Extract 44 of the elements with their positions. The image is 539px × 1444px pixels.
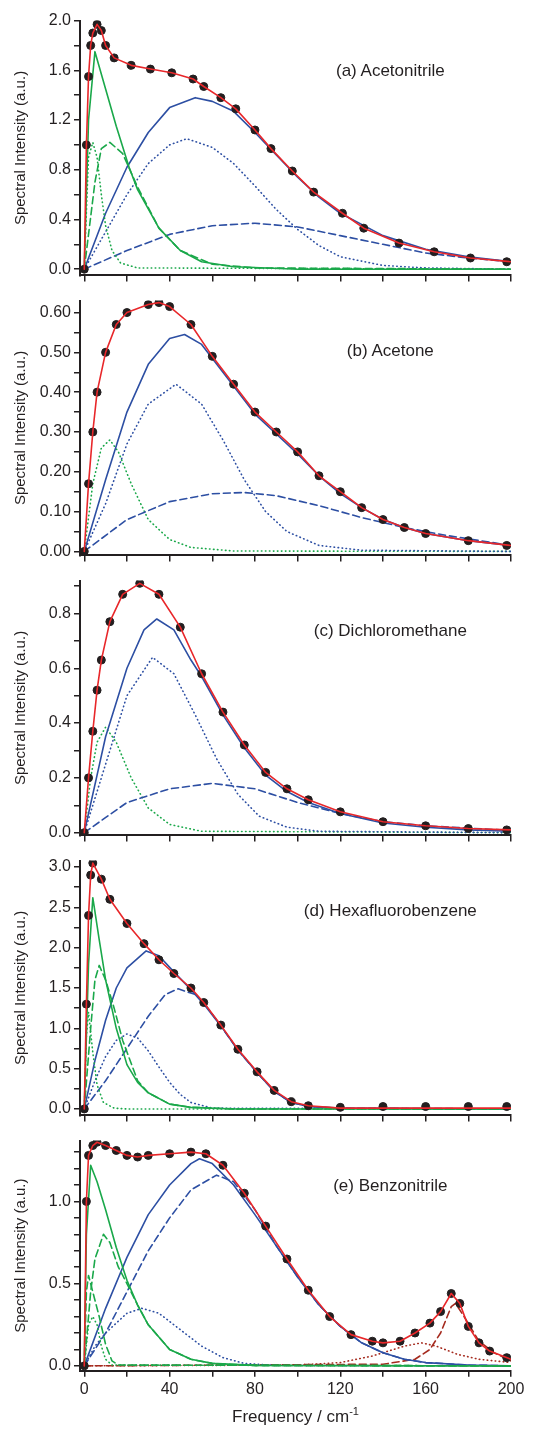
- y-tick-label: 1.0: [48, 1018, 72, 1036]
- annotation: (a) Acetonitrile: [335, 61, 445, 81]
- y-tick-label: 0.30: [39, 422, 72, 440]
- y-tick-label: 1.0: [48, 1191, 72, 1209]
- y-axis-title: Spectral Intensity (a.u.): [11, 1178, 29, 1333]
- x-tick-label: 200: [497, 1379, 525, 1397]
- y-tick-label: 1.2: [48, 110, 72, 128]
- y-tick-label: 3.0: [48, 857, 72, 875]
- y-tick-label: 0.6: [48, 658, 72, 676]
- y-tick-label: 0.2: [48, 768, 72, 786]
- y-tick-label: 2.0: [48, 938, 72, 956]
- x-tick-label: 0: [79, 1379, 89, 1397]
- y-axis-title: Spectral Intensity (a.u.): [11, 70, 29, 226]
- y-axis-title: Spectral Intensity (a.u.): [11, 910, 29, 1066]
- annotation: (d) Hexafluorobenzene: [303, 901, 477, 921]
- annotation: (c) Dichloromethane: [313, 621, 467, 641]
- y-tick-label: 0.50: [39, 342, 72, 360]
- y-tick-label: 0.0: [48, 259, 72, 277]
- y-tick-label: 0.4: [48, 209, 72, 227]
- x-tick-label: 80: [246, 1379, 264, 1397]
- y-tick-label: 0.4: [48, 713, 72, 731]
- y-tick-label: 0.10: [39, 502, 72, 520]
- y-tick-label: 0.0: [48, 1356, 72, 1374]
- y-tick-label: 0.8: [48, 603, 72, 621]
- annotation: (b) Acetone: [346, 341, 434, 361]
- y-tick-label: 0.40: [39, 382, 72, 400]
- x-tick-label: 160: [412, 1379, 440, 1397]
- y-tick-label: 0.20: [39, 462, 72, 480]
- y-tick-label: 0.5: [48, 1274, 72, 1292]
- y-tick-label: 0.60: [39, 302, 72, 320]
- y-tick-label: 1.6: [48, 60, 72, 78]
- y-tick-label: 0.0: [48, 1099, 72, 1117]
- y-tick-label: 0.00: [39, 541, 72, 559]
- y-tick-label: 2.0: [48, 11, 72, 29]
- y-tick-label: 1.5: [48, 978, 72, 996]
- y-tick-label: 0.0: [48, 823, 72, 841]
- y-tick-label: 0.5: [48, 1059, 72, 1077]
- annotation: (e) Benzonitrile: [333, 1176, 448, 1196]
- x-tick-label: 40: [160, 1379, 179, 1397]
- y-axis-title: Spectral Intensity (a.u.): [11, 350, 29, 506]
- y-tick-label: 0.8: [48, 160, 72, 178]
- y-tick-label: 2.5: [48, 897, 72, 915]
- y-axis-title: Spectral Intensity (a.u.): [11, 630, 29, 786]
- x-tick-label: 120: [326, 1379, 354, 1397]
